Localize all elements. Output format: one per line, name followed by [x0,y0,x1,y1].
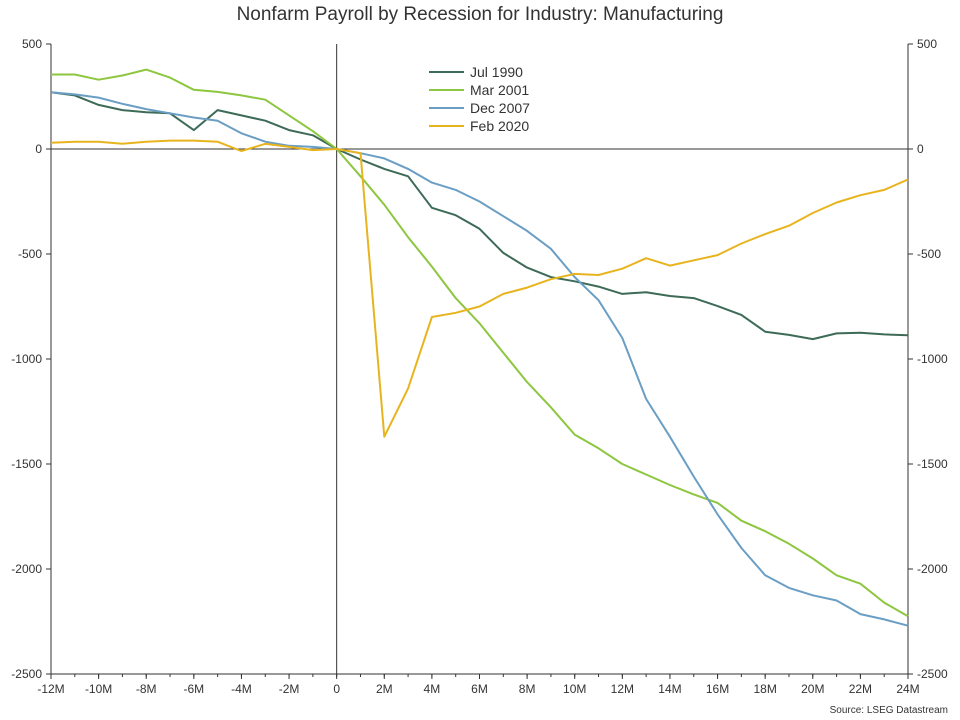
x-tick-label: -10M [85,682,112,696]
y-tick-label-right: -1000 [917,352,948,366]
y-tick-label-right: -2000 [917,562,948,576]
series-line-dec-2007 [50,91,909,627]
x-tick-label: 14M [658,682,681,696]
x-tick-label: 8M [519,682,536,696]
y-tick-label-right: 0 [917,142,924,156]
x-tick-label: 20M [801,682,824,696]
y-tick-label-right: 500 [917,37,937,51]
legend-label: Dec 2007 [470,100,530,116]
y-tick-label-right: -1500 [917,457,948,471]
y-tick-label-left: -2000 [11,562,42,576]
x-tick-label: 24M [896,682,919,696]
y-tick-label-right: -2500 [917,667,948,681]
x-tick-label: 10M [563,682,586,696]
y-tick-label-left: 0 [35,142,42,156]
x-tick-label: 18M [753,682,776,696]
y-tick-label-left: -1500 [11,457,42,471]
y-tick-label-right: -500 [917,247,941,261]
y-tick-label-left: -2500 [11,667,42,681]
x-tick-label: -12M [37,682,64,696]
series-line-mar-2001 [51,68,909,618]
y-tick-label-left: -1000 [11,352,42,366]
series-line-jul-1990 [50,91,909,341]
x-tick-label: 4M [424,682,441,696]
x-tick-label: 12M [611,682,634,696]
x-tick-label: -6M [183,682,204,696]
legend: Jul 1990 Mar 2001 Dec 2007 Feb 2020 [429,64,530,134]
x-tick-label: 6M [471,682,488,696]
x-tick-label: -2M [279,682,300,696]
x-tick-label: 16M [706,682,729,696]
y-tick-label-left: 500 [22,37,42,51]
series-layer [50,68,909,627]
y-tick-label-left: -500 [18,247,42,261]
x-tick-label: 22M [849,682,872,696]
source-note: Source: LSEG Datastream [829,705,948,716]
series-line-feb-2020 [50,139,909,438]
x-tick-label: 0 [333,682,340,696]
axes-layer: 500 500 0 0 -500 -500 -1000 -1000 -1500 -1500 -200… [11,37,948,696]
chart-title: Nonfarm Payroll by Recession for Industr… [236,4,724,25]
legend-label: Feb 2020 [470,118,529,134]
legend-label: Jul 1990 [470,64,523,80]
x-tick-label: -8M [136,682,157,696]
x-tick-label: -4M [231,682,252,696]
x-tick-label: 2M [376,682,393,696]
legend-label: Mar 2001 [470,82,529,98]
